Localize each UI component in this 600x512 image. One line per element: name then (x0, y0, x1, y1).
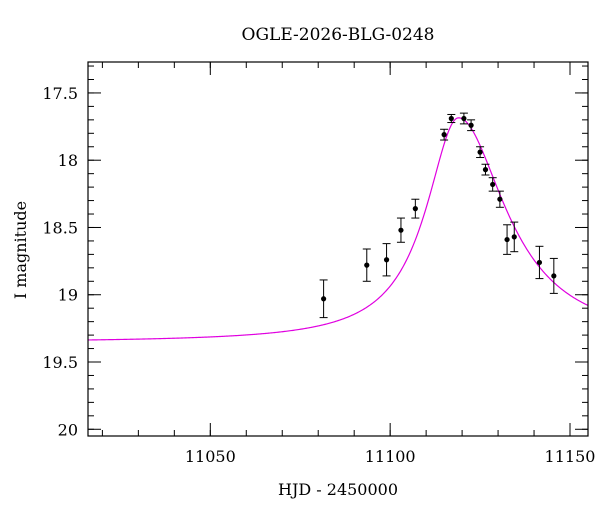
data-point-marker (504, 236, 510, 243)
data-point (459, 112, 468, 125)
data-point (535, 245, 544, 280)
data-point (362, 248, 371, 282)
x-tick-label: 11100 (365, 447, 416, 466)
data-point (440, 128, 449, 141)
chart-title: OGLE-2026-BLG-0248 (242, 25, 435, 45)
y-tick-label: 17.5 (42, 84, 78, 103)
data-point (481, 163, 490, 176)
data-point-marker (468, 122, 474, 128)
data-point-marker (383, 257, 390, 263)
data-point-marker (461, 115, 467, 122)
data-point-marker (490, 181, 496, 188)
x-tick-label: 11050 (185, 447, 236, 466)
data-point (476, 146, 485, 159)
data-point (411, 198, 420, 219)
data-point-marker (551, 273, 557, 279)
data-point-marker (412, 206, 418, 212)
axis-ticks: 11050 11100 11150 17.5 18 18.5 19 19.5 20 (42, 62, 595, 466)
data-point (447, 113, 456, 124)
data-point-marker (441, 132, 447, 138)
data-point (549, 257, 558, 294)
y-tick-label: 18.5 (42, 218, 78, 237)
data-point-marker (482, 167, 489, 173)
y-tick-label: 19 (58, 286, 78, 305)
y-axis-label: I magnitude (11, 201, 30, 299)
data-point-marker (448, 115, 454, 122)
data-point (467, 119, 476, 132)
data-point (495, 190, 504, 208)
data-point (503, 224, 512, 255)
data-point-marker (321, 296, 327, 302)
x-axis-label: HJD - 2450000 (278, 480, 398, 499)
data-point (396, 217, 405, 243)
data-point-marker (497, 196, 503, 202)
data-point-marker (477, 149, 483, 155)
y-tick-label: 18 (58, 151, 78, 170)
data-point (510, 221, 519, 253)
data-point-marker (398, 227, 404, 233)
model-curve (87, 117, 589, 341)
y-tick-label: 19.5 (42, 353, 78, 372)
model-curve-layer (87, 117, 589, 341)
data-point-marker (511, 234, 517, 240)
data-point-marker (536, 259, 543, 266)
data-points-layer (319, 112, 558, 319)
data-point (319, 279, 328, 319)
data-point-marker (364, 262, 370, 268)
x-tick-label: 11150 (545, 447, 596, 466)
data-point (488, 177, 497, 192)
data-point (382, 243, 391, 277)
y-tick-label: 20 (58, 420, 78, 439)
plot-frame (87, 61, 589, 437)
